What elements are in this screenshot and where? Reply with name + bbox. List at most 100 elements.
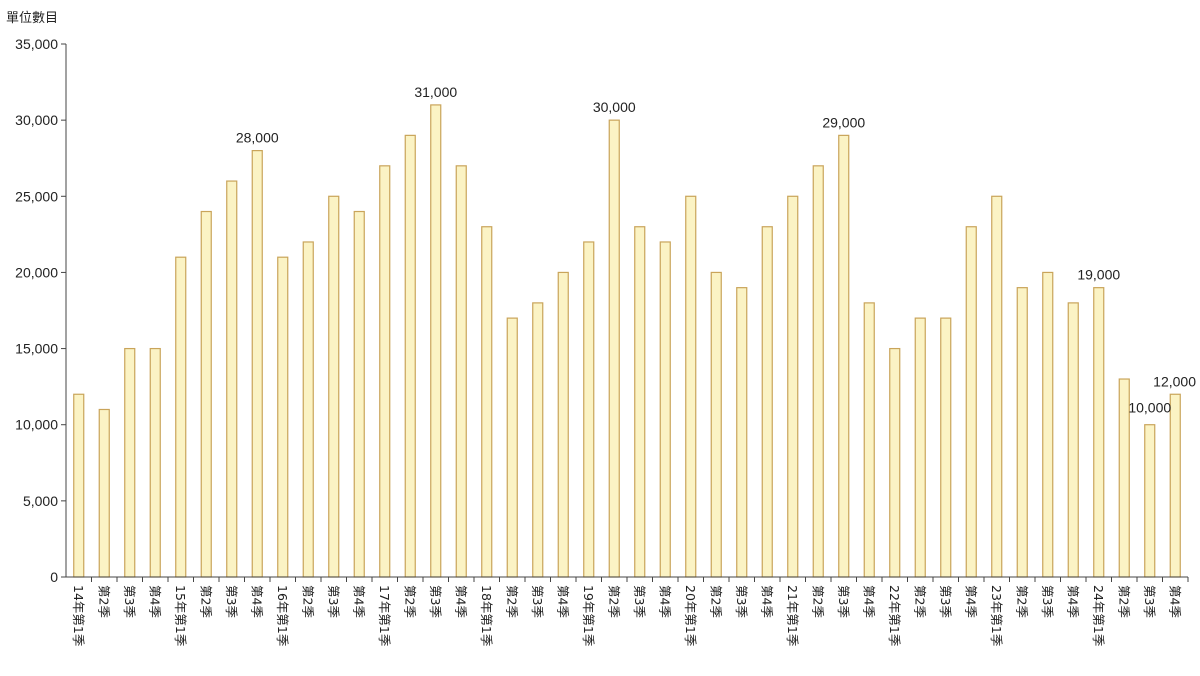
y-tick-label: 15,000: [15, 341, 58, 357]
bar: [404, 134, 416, 578]
y-tick-label: 25,000: [15, 188, 58, 204]
bar: [914, 317, 926, 578]
x-tick-label: 第3季: [1142, 585, 1157, 618]
bar: [1169, 393, 1181, 578]
x-tick-label: 22年第1季: [887, 585, 902, 647]
x-tick-label: 第2季: [810, 585, 825, 618]
bar: [481, 226, 493, 578]
x-tick-label: 第3季: [938, 585, 953, 618]
x-tick-label: 第3季: [1040, 585, 1055, 618]
bar: [583, 241, 595, 578]
y-axis-ticks: 0 5,000 10,000 15,000 20,000 25,000 30,000 35,0…: [15, 36, 66, 585]
x-axis-ticks: 14年第1季 第2季 第3季 第4季 15年第1季 第2季 第3季 第4季 16年第1季 第2季第…: [71, 577, 1189, 647]
bar: [685, 195, 697, 578]
data-label: 30,000: [593, 99, 636, 115]
x-tick-label: 第2季: [606, 585, 621, 618]
y-tick-label: 20,000: [15, 264, 58, 280]
bar: [557, 271, 569, 578]
x-tick-label: 第4季: [1065, 585, 1080, 618]
bar: [940, 317, 952, 578]
bar: [430, 104, 442, 578]
x-tick-label: 20年第1季: [683, 585, 698, 647]
bar: [710, 271, 722, 578]
bar: [659, 241, 671, 578]
x-tick-label: 第4季: [657, 585, 672, 618]
bar: [532, 302, 544, 578]
y-tick-label: 0: [50, 569, 58, 585]
y-tick-label: 10,000: [15, 417, 58, 433]
bar: [863, 302, 875, 578]
y-tick-label: 35,000: [15, 36, 58, 52]
x-tick-label: 第2季: [96, 585, 111, 618]
bar: [277, 256, 289, 578]
x-tick-label: 第4季: [1167, 585, 1182, 618]
x-tick-label: 17年第1季: [377, 585, 392, 647]
bar: [302, 241, 314, 578]
bar: [149, 347, 161, 578]
x-tick-label: 第3季: [836, 585, 851, 618]
bar: [1067, 302, 1079, 578]
data-labels: 28,000 31,000 30,000 29,000 19,000 10,000 12,0…: [236, 84, 1196, 416]
bar: [379, 165, 391, 578]
x-tick-label: 第2季: [912, 585, 927, 618]
bar: [1042, 271, 1054, 578]
bar: [761, 226, 773, 578]
x-tick-label: 第2季: [198, 585, 213, 618]
bar: [608, 119, 620, 578]
bar: [353, 210, 365, 578]
bar: [838, 134, 850, 578]
data-label: 29,000: [822, 114, 865, 130]
x-tick-label: 第3季: [428, 585, 443, 618]
x-tick-label: 第2季: [1014, 585, 1029, 618]
y-tick-label: 30,000: [15, 112, 58, 128]
x-tick-label: 第3季: [224, 585, 239, 618]
x-tick-label: 第3季: [530, 585, 545, 618]
bar: [98, 408, 110, 578]
data-label: 31,000: [414, 84, 457, 100]
y-axis-unit-label: 單位數目: [6, 11, 58, 26]
bar: [175, 256, 187, 578]
bar: [124, 347, 136, 578]
bar: [328, 195, 340, 578]
x-tick-label: 14年第1季: [71, 585, 86, 647]
x-tick-label: 第3季: [326, 585, 341, 618]
x-tick-label: 第4季: [249, 585, 264, 618]
x-tick-label: 第2季: [504, 585, 519, 618]
bar: [889, 347, 901, 578]
x-tick-label: 第2季: [402, 585, 417, 618]
x-tick-label: 第4季: [759, 585, 774, 618]
x-tick-label: 第4季: [555, 585, 570, 618]
x-tick-label: 19年第1季: [581, 585, 596, 647]
x-tick-label: 21年第1季: [785, 585, 800, 647]
bar: [506, 317, 518, 578]
x-tick-label: 第4季: [861, 585, 876, 618]
bar: [736, 287, 748, 578]
bar: [226, 180, 238, 578]
x-tick-label: 第4季: [453, 585, 468, 618]
x-tick-label: 第4季: [351, 585, 366, 618]
data-label: 12,000: [1153, 373, 1196, 389]
x-tick-label: 18年第1季: [479, 585, 494, 647]
x-tick-label: 15年第1季: [173, 585, 188, 647]
bar: [200, 210, 212, 578]
x-tick-label: 16年第1季: [275, 585, 290, 647]
x-tick-label: 第3季: [632, 585, 647, 618]
bar: [634, 226, 646, 578]
bar: [1016, 287, 1028, 578]
x-tick-label: 第2季: [1116, 585, 1131, 618]
x-tick-label: 24年第1季: [1091, 585, 1106, 647]
bars: [73, 104, 1181, 578]
bar: [455, 165, 467, 578]
x-tick-label: 23年第1季: [989, 585, 1004, 647]
x-tick-label: 第2季: [300, 585, 315, 618]
x-tick-label: 第3季: [734, 585, 749, 618]
x-tick-label: 第2季: [708, 585, 723, 618]
data-label: 10,000: [1128, 400, 1171, 416]
bar: [991, 195, 1003, 578]
bar: [251, 150, 263, 578]
bar: [1093, 287, 1105, 578]
bar: [73, 393, 85, 578]
bar: [787, 195, 799, 578]
bar: [965, 226, 977, 578]
y-tick-label: 5,000: [23, 493, 58, 509]
